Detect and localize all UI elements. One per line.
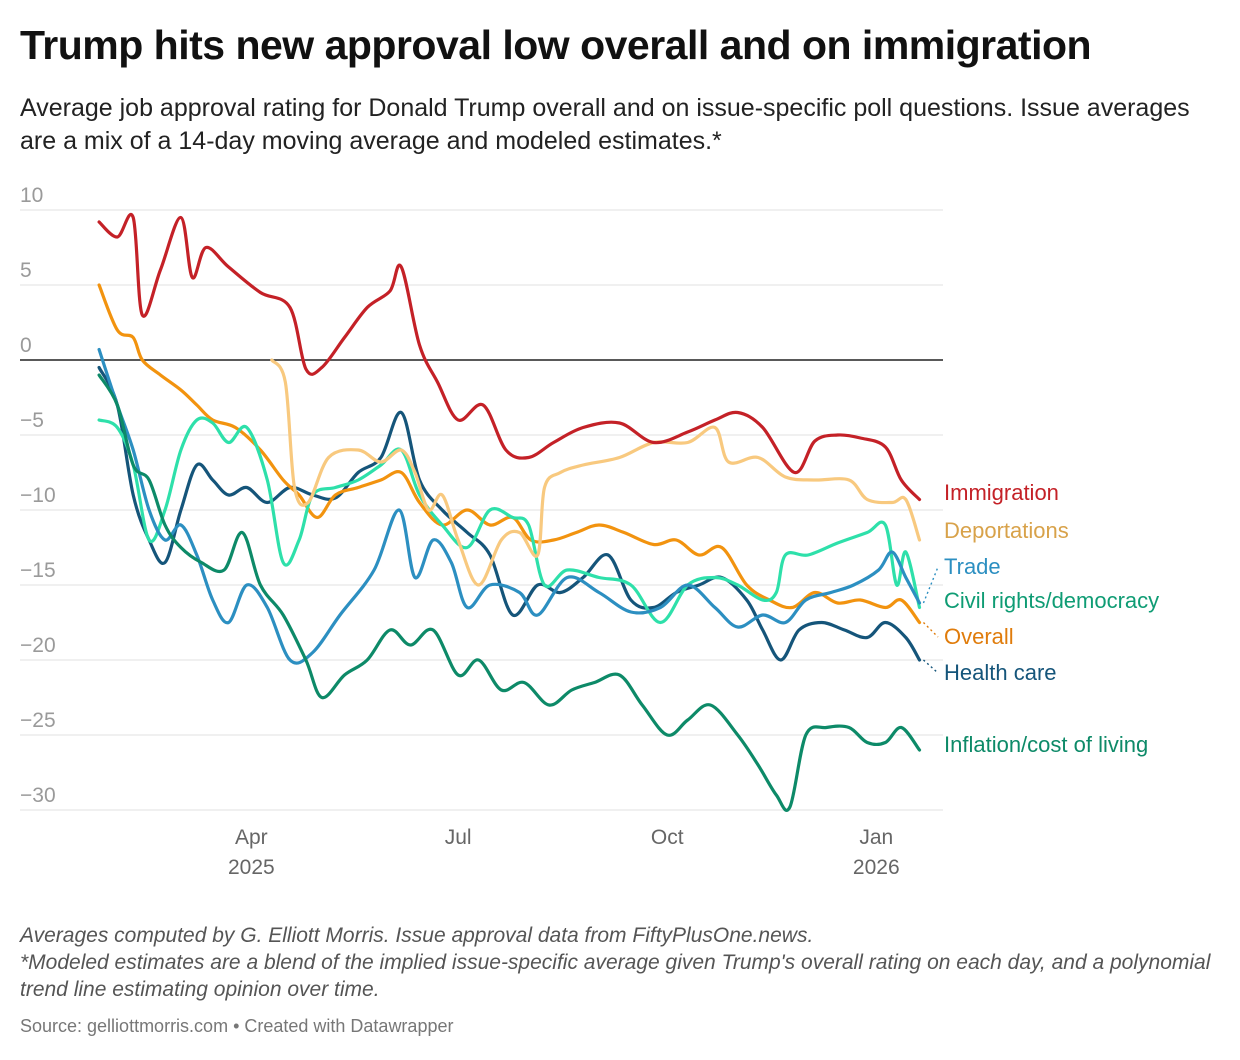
series-label-health-care: Health care (944, 660, 1057, 685)
series-line-inflation-cost-of-living (97, 373, 922, 812)
series-line-deportations (270, 358, 922, 587)
footer-note: Averages computed by G. Elliott Morris. … (20, 924, 814, 947)
x-tick-year-label: 2025 (228, 856, 275, 879)
line-chart: 10 5 0 −5 −10 −15 −20 −25 −30 Apr 2025 Jul Oct Jan 202… (20, 184, 1159, 879)
y-tick-label: −20 (20, 634, 56, 657)
x-tick-label: Apr (235, 826, 268, 849)
x-tick-label: Jul (445, 826, 472, 849)
series-line-overall (97, 283, 922, 625)
chart-subtitle: Average job approval rating for Donald T… (20, 94, 1190, 155)
y-tick-label: 5 (20, 259, 32, 282)
y-tick-label: 0 (20, 334, 32, 357)
x-tick-year-label: 2026 (853, 856, 900, 879)
y-tick-label: −10 (20, 484, 56, 507)
series-label-overall: Overall (944, 624, 1014, 649)
y-tick-label: 10 (20, 184, 43, 207)
footer-footnote: *Modeled estimates are a blend of the im… (20, 951, 1211, 1001)
series-label-immigration: Immigration (944, 480, 1059, 505)
y-tick-label: −25 (20, 709, 56, 732)
series-label-deportations: Deportations (944, 518, 1069, 543)
x-tick-label: Oct (651, 826, 684, 849)
label-connector (922, 622, 939, 638)
series-line-trade (97, 347, 922, 665)
series-line-health-care (97, 365, 922, 662)
series-labels: Immigration Deportations Trade Civil rights… (922, 480, 1159, 757)
y-tick-label: −30 (20, 784, 56, 807)
chart-title: Trump hits new approval low overall and … (20, 22, 1092, 68)
label-connector (922, 659, 939, 674)
series-line-immigration (97, 212, 922, 502)
series-line-civil-rights-democracy (97, 416, 922, 625)
series-lines (97, 212, 922, 812)
x-tick-label: Jan (859, 826, 893, 849)
series-label-trade: Trade (944, 554, 1001, 579)
y-tick-label: −15 (20, 559, 56, 582)
chart-footer: Averages computed by G. Elliott Morris. … (20, 922, 1230, 1003)
series-label-civil-rights-democracy: Civil rights/democracy (944, 588, 1159, 613)
label-connector (922, 566, 939, 604)
series-label-inflation-cost-of-living: Inflation/cost of living (944, 732, 1148, 757)
source-credit: Source: gelliottmorris.com • Created wit… (20, 1016, 454, 1036)
y-tick-label: −5 (20, 409, 44, 432)
